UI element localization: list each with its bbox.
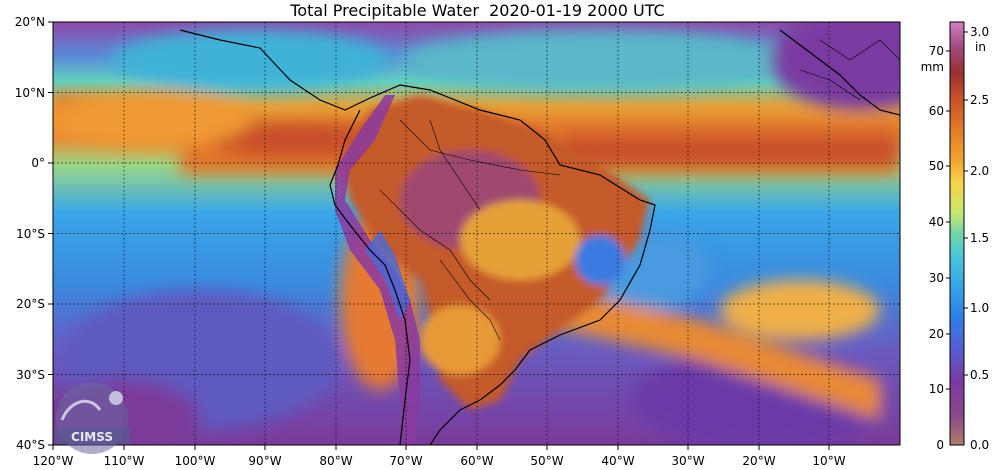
lon-tick: 90°W <box>248 454 281 468</box>
lon-tick: 110°W <box>104 454 145 468</box>
lat-tick: 10°N <box>15 86 45 100</box>
logo-text: CIMSS <box>71 430 113 444</box>
lon-tick: 80°W <box>319 454 352 468</box>
colorbar-scale <box>949 21 965 446</box>
lon-tick: 30°W <box>671 454 704 468</box>
lon-tick: 10°W <box>812 454 845 468</box>
in-tick: 0.0 <box>970 438 989 452</box>
in-tick: 3.0 <box>970 25 989 39</box>
map-field <box>53 22 900 445</box>
mm-tick: 40 <box>929 215 944 229</box>
lon-tick: 100°W <box>175 454 216 468</box>
lon-tick: 20°W <box>742 454 775 468</box>
map-title: Total Precipitable Water 2020-01-19 2000… <box>290 1 665 20</box>
in-tick: 0.5 <box>970 368 989 382</box>
lat-tick: 20°S <box>16 297 45 311</box>
mm-tick: 70 <box>929 44 944 58</box>
lon-tick: 40°W <box>601 454 634 468</box>
lat-tick: 30°S <box>16 368 45 382</box>
lat-tick: 40°S <box>16 438 45 452</box>
lat-tick: 10°S <box>16 227 45 241</box>
mm-tick: 60 <box>929 104 944 118</box>
lon-tick: 70°W <box>389 454 422 468</box>
mm-unit: mm <box>921 60 944 74</box>
coastlines <box>179 29 900 445</box>
mm-tick: 20 <box>929 327 944 341</box>
in-tick: 1.0 <box>970 301 989 315</box>
lon-tick: 120°W <box>33 454 74 468</box>
mm-tick: 50 <box>929 159 944 173</box>
mm-tick: 0 <box>936 438 944 452</box>
lat-tick: 0° <box>31 156 45 170</box>
lat-tick: 20°N <box>15 15 45 29</box>
in-tick: 1.5 <box>970 231 989 245</box>
cimss-logo: CIMSS <box>55 382 130 454</box>
mm-tick: 30 <box>929 271 944 285</box>
in-tick: 2.0 <box>970 164 989 178</box>
lon-tick: 50°W <box>530 454 563 468</box>
graticule <box>53 22 900 445</box>
lon-tick: 60°W <box>460 454 493 468</box>
in-unit: in <box>975 40 986 54</box>
mm-tick: 10 <box>929 382 944 396</box>
in-tick: 2.5 <box>970 93 989 107</box>
